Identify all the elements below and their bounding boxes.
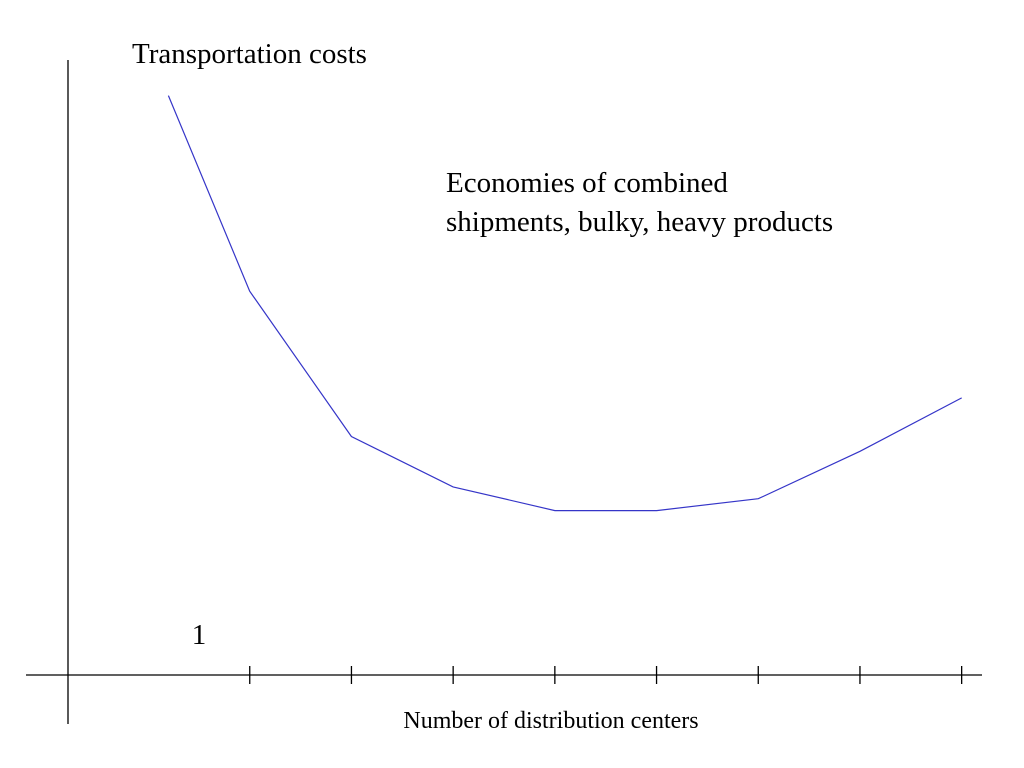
x-axis-label: Number of distribution centers <box>403 708 698 734</box>
annotation-line-1: Economies of combined <box>446 167 728 199</box>
transportation-cost-line <box>167 95 962 512</box>
x-ticks <box>249 666 963 684</box>
x-tick-label: 1 <box>192 619 207 651</box>
chart-title: Transportation costs <box>132 38 367 70</box>
annotation-line-2: shipments, bulky, heavy products <box>446 206 833 238</box>
